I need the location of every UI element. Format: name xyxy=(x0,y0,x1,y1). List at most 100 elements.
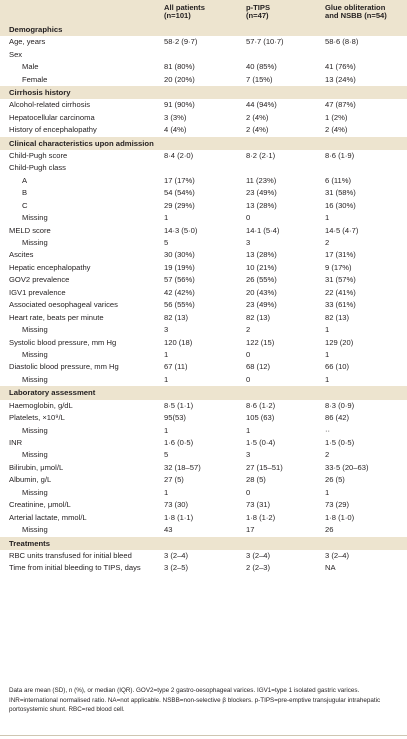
section-title: Demographics xyxy=(0,23,407,37)
row-label: B xyxy=(22,188,28,198)
value-glue-nsbb: 2 (4%) xyxy=(325,125,348,135)
table-row: Alcohol-related cirrhosis 91 (90%) 44 (94%… xyxy=(0,99,407,111)
table-row: History of encephalopathy 4 (4%) 2 (4%) 2 (… xyxy=(0,124,407,136)
row-label: Missing xyxy=(22,425,48,435)
value-all-patients: 27 (5) xyxy=(164,475,184,485)
row-label: Male xyxy=(22,62,39,72)
value-glue-nsbb: 1·5 (0·5) xyxy=(325,437,355,447)
row-label: A xyxy=(22,175,28,185)
table-row: Bilirubin, μmol/L 32 (18–57) 27 (15–51) 33·… xyxy=(0,462,407,474)
value-p-tips: 0 xyxy=(246,374,251,384)
table-row: B 54 (54%) 23 (49%) 31 (58%) xyxy=(0,187,407,199)
value-all-patients: 56 (55%) xyxy=(164,300,195,310)
value-p-tips: 73 (31) xyxy=(246,500,271,510)
value-p-tips: 26 (55%) xyxy=(246,275,277,285)
value-all-patients: 4 (4%) xyxy=(164,125,187,135)
section-title: Cirrhosis history xyxy=(0,86,407,100)
value-p-tips: 0 xyxy=(246,213,251,223)
value-glue-nsbb: 13 (24%) xyxy=(325,74,356,84)
row-label: Arterial lactate, mmol/L xyxy=(9,512,87,522)
value-glue-nsbb: 26 xyxy=(325,525,334,535)
value-glue-nsbb: 22 (41%) xyxy=(325,287,356,297)
value-all-patients: 3 xyxy=(164,325,169,335)
row-label: Missing xyxy=(22,350,48,360)
value-glue-nsbb: 1 xyxy=(325,350,330,360)
row-label: Heart rate, beats per minute xyxy=(9,312,104,322)
value-all-patients: 1 xyxy=(164,487,169,497)
header-all-patients: All patients (n=101) xyxy=(164,0,246,23)
value-p-tips: 2 (4%) xyxy=(246,125,269,135)
value-all-patients: 1 xyxy=(164,374,169,384)
table-row: Male 81 (80%) 40 (85%) 41 (76%) xyxy=(0,61,407,73)
table-row: GOV2 prevalence 57 (56%) 26 (55%) 31 (57%) xyxy=(0,274,407,286)
row-label: Systolic blood pressure, mm Hg xyxy=(9,337,117,347)
value-all-patients: 29 (29%) xyxy=(164,200,195,210)
value-p-tips: 3 (2–4) xyxy=(246,550,271,560)
value-glue-nsbb: 82 (13) xyxy=(325,312,350,322)
row-label: Female xyxy=(22,74,48,84)
value-glue-nsbb: 1 (2%) xyxy=(325,112,348,122)
row-label: Albumin, g/L xyxy=(9,475,52,485)
header-p-tips: p-TIPS (n=47) xyxy=(246,0,325,23)
table-row: Missing 1 0 1 xyxy=(0,212,407,224)
value-glue-nsbb: 17 (31%) xyxy=(325,250,356,260)
value-p-tips: 14·1 (5·4) xyxy=(246,225,280,235)
value-p-tips: 23 (49%) xyxy=(246,188,277,198)
value-all-patients: 1 xyxy=(164,425,169,435)
value-p-tips: 1·8 (1·2) xyxy=(246,512,276,522)
value-p-tips: 2 (2–3) xyxy=(246,563,271,573)
value-all-patients: 43 xyxy=(164,525,173,535)
value-all-patients: 19 (19%) xyxy=(164,262,195,272)
table-row: Hepatic encephalopathy 19 (19%) 10 (21%) 9 … xyxy=(0,262,407,274)
value-all-patients: 1 xyxy=(164,213,169,223)
row-label: GOV2 prevalence xyxy=(9,275,70,285)
value-all-patients: 8·4 (2·0) xyxy=(164,150,194,160)
value-all-patients: 42 (42%) xyxy=(164,287,195,297)
value-all-patients xyxy=(164,49,246,61)
value-p-tips: 68 (12) xyxy=(246,362,271,372)
row-label: IGV1 prevalence xyxy=(9,287,66,297)
value-all-patients: 1 xyxy=(164,350,169,360)
row-label: History of encephalopathy xyxy=(9,125,97,135)
row-label: Child-Pugh score xyxy=(9,150,68,160)
value-all-patients: 91 (90%) xyxy=(164,100,195,110)
value-p-tips xyxy=(246,49,325,61)
row-label: INR xyxy=(9,437,23,447)
bottom-divider xyxy=(0,735,407,736)
table-row: Female 20 (20%) 7 (15%) 13 (24%) xyxy=(0,74,407,86)
table-row: Arterial lactate, mmol/L 1·8 (1·1) 1·8 (1·… xyxy=(0,512,407,524)
value-all-patients: 58·2 (9·7) xyxy=(164,37,198,47)
row-label: Sex xyxy=(9,49,23,59)
value-all-patients xyxy=(164,162,246,174)
section-header-row: Treatments xyxy=(0,536,407,550)
table-row: Missing 5 3 2 xyxy=(0,449,407,461)
value-all-patients: 1·8 (1·1) xyxy=(164,512,194,522)
row-label: Diastolic blood pressure, mm Hg xyxy=(9,362,119,372)
value-glue-nsbb: 26 (5) xyxy=(325,475,345,485)
value-all-patients: 67 (11) xyxy=(164,362,188,372)
row-label: C xyxy=(22,200,28,210)
value-glue-nsbb: 86 (42) xyxy=(325,413,350,423)
value-p-tips: 8·6 (1·2) xyxy=(246,400,276,410)
value-p-tips: 105 (63) xyxy=(246,413,275,423)
row-label: Alcohol-related cirrhosis xyxy=(9,100,91,110)
value-all-patients: 73 (30) xyxy=(164,500,189,510)
table-row: INR 1·6 (0·5) 1·5 (0·4) 1·5 (0·5) xyxy=(0,437,407,449)
value-glue-nsbb xyxy=(325,49,407,61)
value-all-patients: 81 (80%) xyxy=(164,62,195,72)
value-all-patients: 3 (2–4) xyxy=(164,550,189,560)
table-row: C 29 (29%) 13 (28%) 16 (30%) xyxy=(0,200,407,212)
row-label: Missing xyxy=(22,487,48,497)
row-label: RBC units transfused for initial bleed xyxy=(9,550,132,560)
value-glue-nsbb: 129 (20) xyxy=(325,337,354,347)
table-row: Missing 1 0 1 xyxy=(0,374,407,386)
row-label: Associated oesophageal varices xyxy=(9,300,118,310)
value-p-tips: 3 xyxy=(246,237,251,247)
value-glue-nsbb: 73 (29) xyxy=(325,500,350,510)
table-row: Systolic blood pressure, mm Hg 120 (18) 12… xyxy=(0,337,407,349)
section-title: Clinical characteristics upon admission xyxy=(0,136,407,150)
value-p-tips: 1·5 (0·4) xyxy=(246,437,276,447)
section-title: Treatments xyxy=(0,536,407,550)
table-row: Child-Pugh score 8·4 (2·0) 8·2 (2·1) 8·6 (1… xyxy=(0,150,407,162)
table-footnote: Data are mean (SD), n (%), or median (IQ… xyxy=(9,687,381,714)
